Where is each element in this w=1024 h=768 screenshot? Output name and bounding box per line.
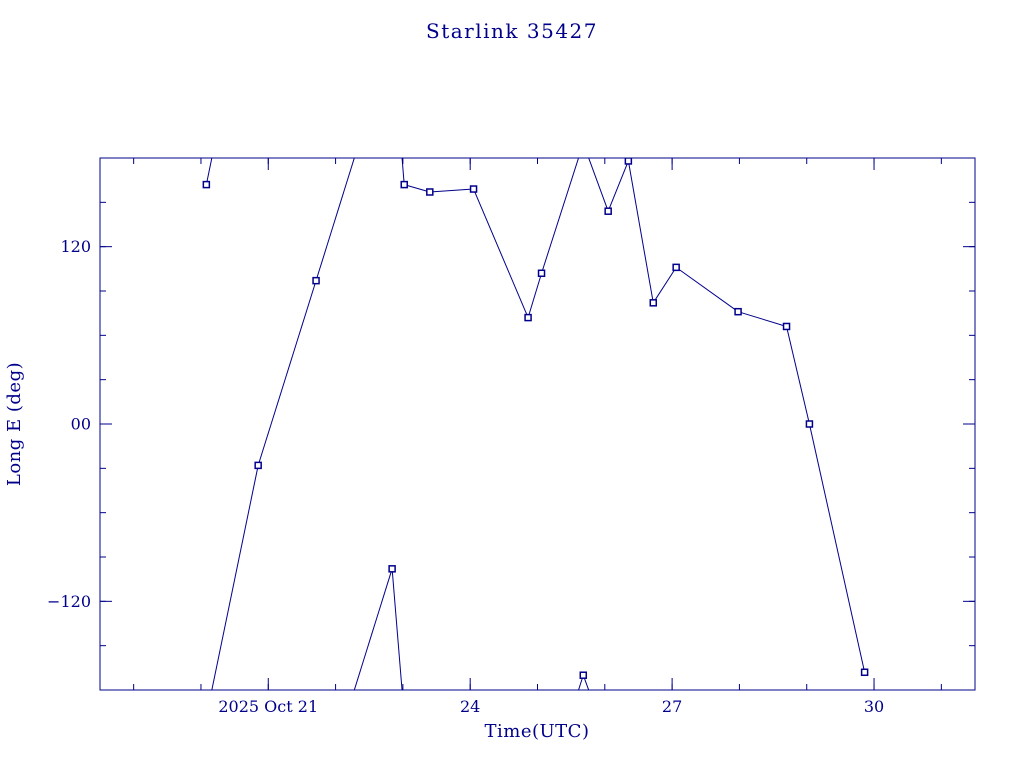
series-segment [404,184,430,193]
series-segment [808,423,866,673]
tick-labels: 2025 Oct 21 24 27 30 120 00 −120 [47,237,884,716]
series-segment [391,568,403,690]
data-point-marker [312,276,320,285]
series-segment [786,326,810,425]
data-point-marker [672,263,680,272]
chart-title: Starlink 35427 [426,19,598,43]
series-segment [541,158,580,274]
data-point-marker [649,299,658,307]
series-segment [257,280,317,466]
series-segment [315,158,355,281]
x-tick-label: 2025 Oct 21 [218,697,318,716]
x-tick-label: 30 [864,697,884,716]
data-series [202,158,869,690]
series-segment [353,568,393,690]
data-point-marker [469,185,478,193]
series-segment [473,188,529,318]
series-segment [527,273,543,318]
x-tick-label: 27 [662,697,682,716]
y-tick-label: 120 [60,237,91,256]
series-segment [429,188,474,193]
series-segment [607,160,629,212]
series-segment [582,675,590,690]
plot-frame [99,157,976,691]
data-point-marker [860,668,869,677]
data-point-marker [388,565,396,573]
data-point-marker [734,307,742,316]
series-segment [737,311,787,327]
y-axis-label: Long E (deg) [4,362,25,486]
x-axis-label: Time(UTC) [485,721,590,742]
data-point-marker [524,313,532,322]
series-segment [588,158,609,212]
data-point-marker [202,180,211,189]
data-point-marker [579,671,588,679]
series-segment [675,266,739,313]
data-point-marker [805,420,814,428]
x-tick-label: 24 [460,697,480,716]
data-point-marker [604,207,612,215]
data-point-marker [254,461,262,470]
series-segment [652,267,677,304]
y-tick-label: 00 [71,415,91,434]
data-point-marker [782,322,791,331]
data-point-marker [537,269,546,278]
axis-ticks [100,158,975,690]
series-segment [211,465,259,690]
data-point-marker [624,158,633,165]
y-tick-label: −120 [47,592,91,611]
data-point-marker [400,180,408,189]
plot-border [99,157,976,691]
series-segment [205,158,213,185]
series-segment [401,158,405,185]
series-segment [627,160,654,303]
data-point-marker [426,188,434,196]
